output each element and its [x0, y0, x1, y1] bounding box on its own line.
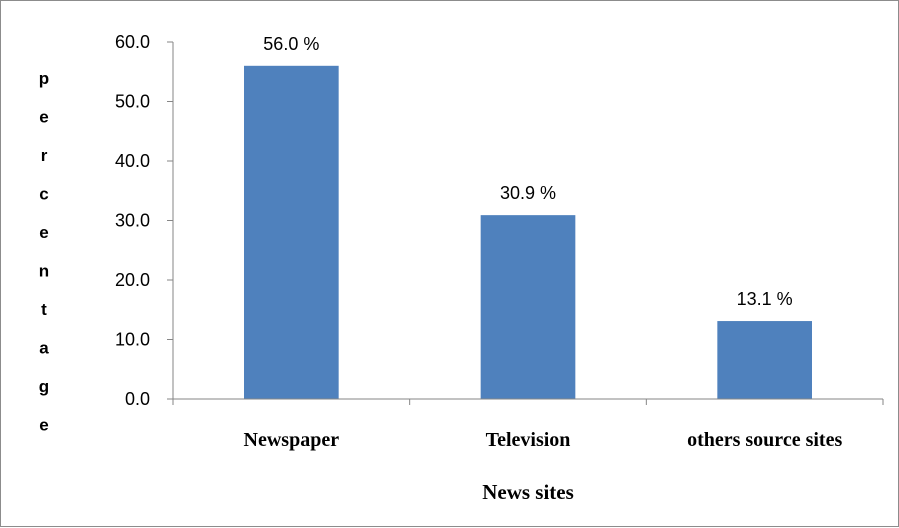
category-label: others source sites: [687, 429, 842, 451]
x-axis: [172, 398, 884, 405]
y-tick-label: 40.0: [115, 151, 150, 171]
y-tick-label: 50.0: [115, 92, 150, 112]
data-label: 13.1 %: [737, 289, 793, 309]
x-axis-title: News sites: [482, 480, 574, 504]
data-label: 56.0 %: [263, 34, 319, 54]
y-tick-label: 30.0: [115, 211, 150, 231]
bars: [244, 65, 812, 400]
y-tick-label: 10.0: [115, 330, 150, 350]
y-tick-label: 0.0: [125, 389, 150, 409]
category-label: Television: [486, 429, 571, 451]
data-label: 30.9 %: [500, 183, 556, 203]
bar: [717, 321, 812, 399]
y-tick-label: 20.0: [115, 270, 150, 290]
category-label: Newspaper: [244, 429, 340, 451]
bar: [244, 65, 339, 400]
y-axis-ticks: 0.0 10.0 20.0 30.0 40.0 50.0 60.0: [115, 32, 174, 409]
y-tick-label: 60.0: [115, 32, 150, 52]
bar: [480, 215, 576, 399]
data-labels: 56.0 % 30.9 % 13.1 %: [263, 34, 792, 309]
category-labels: Newspaper Television others source sites: [244, 429, 843, 451]
